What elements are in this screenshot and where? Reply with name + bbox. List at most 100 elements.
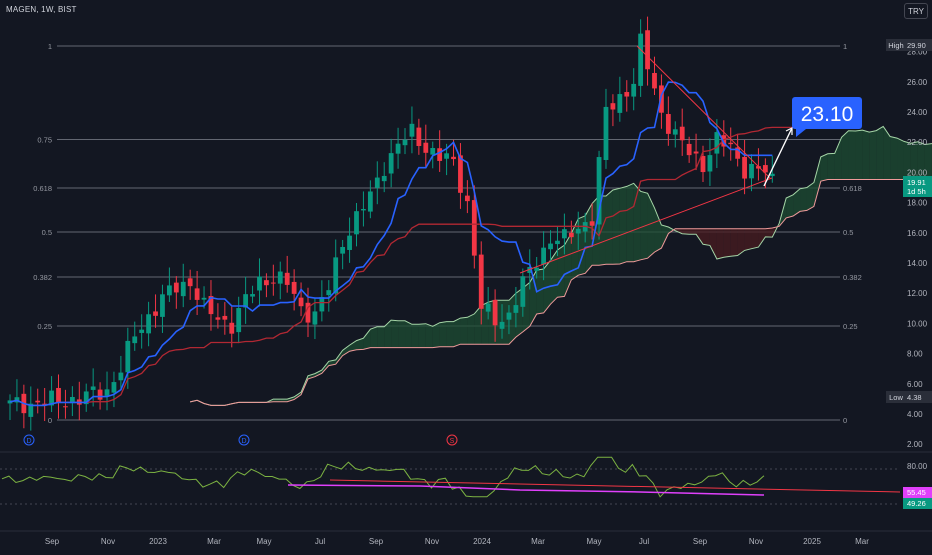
candle-body (458, 155, 463, 192)
cloud-segment (800, 188, 807, 212)
currency-button[interactable]: TRY (904, 3, 928, 19)
candle-body (631, 84, 636, 97)
cloud-segment (370, 327, 377, 348)
candle-body (382, 176, 387, 181)
event-marker-2: S (447, 435, 457, 445)
low-tag-value: 4.38 (907, 393, 922, 402)
cloud-segment (710, 229, 717, 259)
price-axis-label: 8.00 (907, 350, 923, 359)
candle-body (139, 330, 144, 333)
candle-body (333, 257, 338, 293)
candle-body (174, 283, 179, 293)
time-axis-label: Jul (639, 537, 649, 546)
cloud-segment (606, 190, 613, 264)
cloud-segment (717, 229, 724, 259)
candle-body (146, 314, 151, 333)
cloud-segment (377, 327, 384, 348)
time-axis-label: 2025 (803, 537, 821, 546)
time-axis-label: Sep (369, 537, 384, 546)
candle-body (410, 124, 415, 137)
rsi-value-tag: 49.26 (907, 499, 926, 508)
bar-countdown: 1d 5h (907, 187, 926, 196)
cloud-segment (814, 157, 821, 206)
time-axis-label: Nov (101, 537, 115, 546)
event-marker-letter: D (241, 438, 246, 445)
candle-body (611, 103, 616, 109)
candle-body (167, 285, 172, 295)
price-axis-label: 24.00 (907, 108, 928, 117)
candle-body (153, 311, 158, 315)
candle-body (195, 288, 200, 300)
cloud-segment (842, 131, 849, 180)
candle-body (728, 143, 733, 144)
time-axis-label: 2023 (149, 537, 167, 546)
cloud-segment (454, 318, 461, 347)
price-axis-label: 6.00 (907, 380, 923, 389)
candle-body (437, 148, 442, 161)
candle-body (271, 283, 276, 284)
candle-body (125, 341, 130, 372)
candle-body (160, 294, 165, 317)
candle-body (35, 401, 40, 403)
candle-body (340, 247, 345, 254)
rsi-line (2, 457, 764, 497)
candle-body (770, 174, 775, 176)
price-axis-label: 10.00 (907, 319, 928, 328)
cloud-segment (426, 324, 433, 348)
candle-body (91, 386, 96, 389)
cloud-segment (897, 138, 904, 179)
time-axis-label: May (256, 537, 271, 546)
price-axis-label: 18.00 (907, 199, 928, 208)
cloud-segment (786, 195, 793, 218)
cloud-segment (752, 229, 759, 249)
candle-body (472, 200, 477, 256)
fib-label-left: 0.618 (33, 184, 52, 193)
candle-body (687, 144, 692, 155)
cloud-segment (620, 186, 627, 264)
candle-body (236, 308, 241, 332)
cloud-segment (627, 183, 634, 261)
candle-body (590, 221, 595, 225)
time-axis-label: Nov (749, 537, 763, 546)
time-axis-label: Jul (315, 537, 325, 546)
candle-body (742, 157, 747, 179)
candle-body (513, 305, 518, 313)
cloud-segment (654, 208, 661, 252)
fib-label-left: 0 (48, 416, 52, 425)
rsi-axis-label: 80.00 (907, 462, 928, 471)
time-axis-label: May (586, 537, 601, 546)
candle-body (749, 164, 754, 178)
cloud-segment (862, 130, 869, 179)
fib-label-right: 0.382 (843, 273, 862, 282)
cloud-segment (363, 329, 370, 349)
candle-body (555, 241, 560, 244)
candle-body (430, 148, 435, 155)
candle-body (313, 311, 318, 324)
cloud-segment (398, 321, 405, 348)
rsi-ma-tag: 55.45 (907, 488, 926, 497)
candle-body (507, 313, 512, 320)
candle-body (673, 129, 678, 134)
cloud-segment (557, 245, 564, 297)
candle-body (486, 304, 491, 312)
fib-label-right: 0.5 (843, 228, 853, 237)
candle-body (278, 272, 283, 284)
candle-body (181, 282, 186, 296)
fib-label-left: 1 (48, 42, 52, 51)
symbol-title: MAGEN, 1W, BIST (6, 5, 77, 14)
candle-body (569, 233, 574, 237)
cloud-segment (890, 137, 897, 180)
price-axis-label: 16.00 (907, 229, 928, 238)
ichimoku-cloud (190, 126, 932, 405)
price-axis-label: 12.00 (907, 289, 928, 298)
candle-body (562, 229, 567, 238)
candle-body (188, 278, 193, 286)
candle-body (105, 389, 110, 395)
candle-body (708, 155, 713, 171)
price-axis-label: 2.00 (907, 440, 923, 449)
fib-label-left: 0.25 (37, 322, 52, 331)
